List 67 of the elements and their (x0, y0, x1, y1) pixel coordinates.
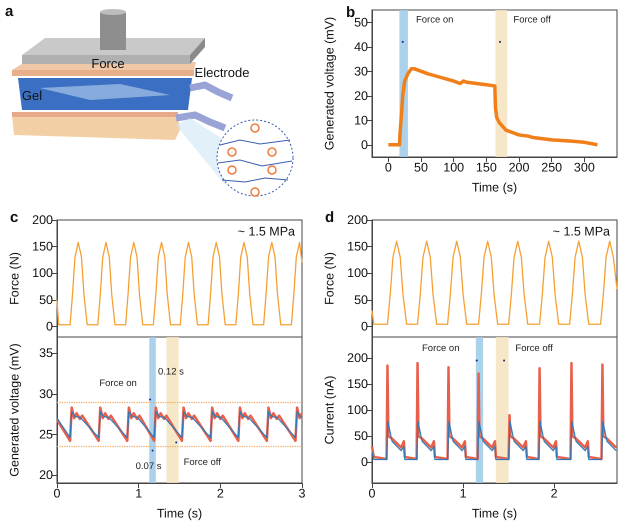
x-tick-label: 2 (550, 486, 558, 500)
chart-title: c (10, 209, 18, 226)
y-tick-label: 30 (39, 386, 54, 401)
y-tick-label: 0 (361, 138, 368, 152)
y-axis-title: Force (N) (8, 252, 22, 305)
y-tick-label: 50 (354, 429, 368, 444)
y-tick-label: 40 (354, 40, 368, 54)
text: a (5, 3, 14, 20)
line-series (56, 242, 303, 326)
y-tick-label: 20 (354, 88, 368, 103)
y-tick-label: 200 (347, 350, 368, 365)
y-axis-title: Current (nA) (322, 376, 336, 444)
text: Gel (22, 88, 42, 103)
y-tick-label: 25 (39, 427, 54, 442)
line-series (386, 67, 600, 146)
line-series (371, 240, 618, 325)
x-tick-label: 0 (384, 160, 392, 174)
y-tick-label: 50 (354, 292, 368, 307)
y-tick-label: 0 (361, 455, 368, 470)
annotation: ~ 1.5 MPa (552, 224, 610, 238)
y-tick-label: 20 (39, 468, 54, 482)
annotation: Force off (184, 456, 222, 468)
line-series (371, 420, 617, 460)
x-axis-title: Time (s) (472, 180, 518, 194)
text: Force (91, 56, 125, 71)
y-tick-label: 100 (32, 266, 54, 280)
x-tick-label: 2 (216, 486, 224, 500)
y-tick-label: 200 (347, 213, 368, 227)
x-tick-label: 1 (135, 486, 142, 500)
text: Electrode (194, 65, 250, 80)
y-tick-label: 0 (46, 319, 54, 334)
y-tick-label: 200 (32, 213, 54, 227)
chart-title: b (346, 4, 356, 21)
y-tick-label: 50 (39, 292, 54, 307)
y-tick-label: 150 (347, 376, 368, 391)
chart-title: d (325, 209, 334, 226)
annotation: Force on (416, 14, 454, 26)
y-axis-title: Generated voltage (mV) (322, 16, 336, 150)
y-tick-label: 150 (32, 240, 54, 254)
x-tick-label: 300 (574, 160, 595, 174)
annotation: 0.12 s (158, 366, 184, 378)
y-axis-title: Force (N) (322, 252, 336, 305)
annotation: Force on (99, 378, 137, 389)
y-axis-title: Generated voltage (mV) (8, 343, 22, 477)
x-tick-label: 3 (298, 486, 306, 500)
annotation: 0.07 s (136, 461, 162, 472)
y-tick-label: 30 (354, 64, 368, 78)
y-tick-label: 150 (347, 240, 368, 254)
y-tick-label: 100 (347, 403, 368, 417)
y-tick-label: 35 (39, 346, 54, 360)
x-tick-label: 150 (476, 160, 497, 174)
x-tick-label: 200 (508, 160, 530, 174)
annotation: Force off (515, 342, 554, 354)
y-tick-label: 0 (361, 319, 368, 334)
y-tick-label: 100 (347, 266, 368, 280)
x-tick-label: 1 (460, 486, 467, 500)
x-axis-title: Time (s) (156, 506, 202, 520)
x-tick-label: 50 (414, 160, 428, 174)
x-axis-title: Time (s) (472, 506, 518, 520)
x-tick-label: 250 (541, 160, 562, 174)
annotation: Force on (422, 342, 460, 354)
x-tick-label: 100 (443, 160, 464, 174)
annotation: Force off (513, 14, 552, 26)
line-series (56, 411, 303, 438)
y-tick-label: 50 (354, 15, 368, 30)
annotation: ~ 1.5 MPa (238, 224, 296, 238)
y-tick-label: 10 (354, 113, 368, 128)
